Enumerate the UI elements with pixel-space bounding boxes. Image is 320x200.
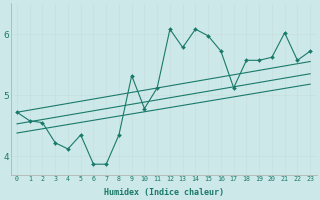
X-axis label: Humidex (Indice chaleur): Humidex (Indice chaleur) — [104, 188, 224, 197]
